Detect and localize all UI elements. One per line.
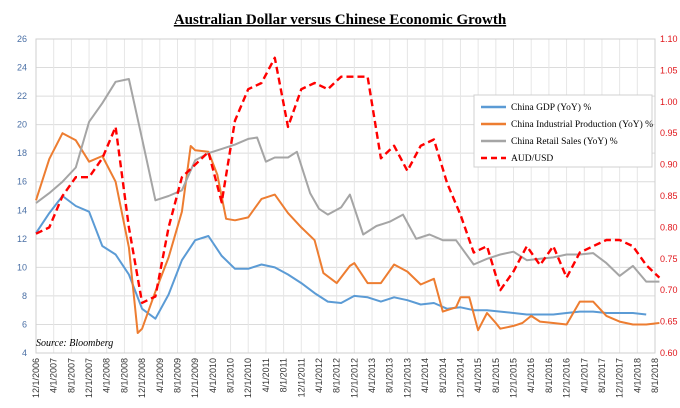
series-lines (35, 56, 661, 334)
x-tick-label: 12/1/2016 (562, 358, 572, 398)
source-note: Source: Bloomberg (36, 338, 113, 349)
x-tick-label: 4/1/2010 (208, 358, 218, 393)
right-tick-label: 0.80 (660, 222, 678, 232)
x-tick-label: 8/1/2015 (491, 358, 501, 393)
left-tick-label: 6 (22, 319, 27, 329)
right-tick-label: 1.10 (660, 34, 678, 44)
left-tick-label: 14 (17, 205, 27, 215)
x-tick-label: 8/1/2011 (279, 358, 289, 392)
right-tick-label: 1.00 (660, 97, 678, 107)
right-tick-label: 0.70 (660, 285, 678, 295)
chart-title: Australian Dollar versus Chinese Economi… (174, 12, 507, 28)
right-tick-label: 0.75 (660, 254, 678, 264)
legend-label-aud: AUD/USD (511, 154, 553, 164)
right-tick-label: 0.60 (660, 348, 678, 358)
x-tick-label: 4/1/2013 (367, 358, 377, 393)
x-tick-label: 12/1/2009 (190, 358, 200, 398)
left-tick-label: 10 (17, 262, 27, 272)
right-tick-label: 0.95 (660, 128, 678, 138)
x-tick-label: 8/1/2008 (119, 358, 129, 393)
series-line-aud-usd (35, 56, 661, 304)
legend-label-ip: China Industrial Production (YoY) % (511, 119, 653, 130)
left-tick-label: 18 (17, 148, 27, 158)
x-tick-label: 4/1/2014 (420, 358, 430, 393)
x-tick-label: 8/1/2012 (332, 358, 342, 393)
left-axis-ticks: 4 6 8 10 12 14 16 18 20 22 24 26 (17, 34, 27, 358)
series-line-china-industrial-production (35, 132, 660, 334)
x-tick-label: 4/1/2008 (102, 358, 112, 393)
x-tick-label: 8/1/2009 (172, 358, 182, 393)
left-tick-label: 22 (17, 91, 27, 101)
x-tick-label: 4/1/2009 (155, 358, 165, 393)
x-tick-label: 8/1/2016 (544, 358, 554, 393)
x-tick-label: 12/1/2007 (84, 358, 94, 398)
x-tick-label: 12/1/2010 (243, 358, 253, 398)
x-tick-label: 12/1/2017 (615, 358, 625, 398)
right-axis-ticks: 0.60 0.65 0.70 0.75 0.80 0.85 0.90 0.95 1.00 1.05… (660, 34, 678, 358)
x-tick-label: 8/1/2017 (597, 358, 607, 393)
left-tick-label: 8 (22, 291, 27, 301)
x-tick-label: 12/1/2006 (31, 358, 41, 398)
x-tick-label: 12/1/2014 (455, 358, 465, 398)
x-tick-label: 8/1/2010 (226, 358, 236, 393)
x-tick-label: 8/1/2018 (650, 358, 660, 393)
x-tick-label: 4/1/2007 (49, 358, 59, 393)
left-tick-label: 16 (17, 177, 27, 187)
right-tick-label: 0.90 (660, 160, 678, 170)
right-tick-label: 1.05 (660, 65, 678, 75)
x-tick-label: 8/1/2013 (385, 358, 395, 393)
left-tick-label: 12 (17, 234, 27, 244)
x-tick-label: 4/1/2018 (632, 358, 642, 393)
x-tick-label: 4/1/2012 (314, 358, 324, 393)
left-tick-label: 4 (22, 348, 27, 358)
x-tick-label: 4/1/2017 (579, 358, 589, 393)
x-tick-label: 12/1/2012 (349, 358, 359, 398)
series-line-china-gdp (35, 195, 647, 320)
x-axis-ticks: 12/1/2006 4/1/2007 8/1/2007 12/1/2007 4/1/20… (31, 358, 660, 398)
legend-label-gdp: China GDP (YoY) % (511, 102, 591, 113)
x-tick-label: 12/1/2011 (296, 358, 306, 397)
legend-label-retail: China Retail Sales (YoY) % (511, 136, 618, 147)
x-tick-label: 12/1/2013 (402, 358, 412, 398)
series-line-china-retail-sales (35, 78, 660, 283)
x-tick-label: 8/1/2014 (438, 358, 448, 393)
x-tick-label: 4/1/2011 (261, 358, 271, 392)
left-tick-label: 20 (17, 120, 27, 130)
legend: China GDP (YoY) % China Industrial Produ… (473, 94, 653, 168)
right-tick-label: 0.65 (660, 317, 678, 327)
plot-area-border (35, 38, 656, 354)
x-tick-label: 4/1/2015 (473, 358, 483, 393)
right-tick-label: 0.85 (660, 191, 678, 201)
left-tick-label: 26 (17, 34, 27, 44)
x-tick-label: 12/1/2008 (137, 358, 147, 398)
left-tick-label: 24 (17, 63, 27, 73)
x-tick-label: 12/1/2015 (509, 358, 519, 398)
x-tick-label: 4/1/2016 (526, 358, 536, 393)
x-tick-label: 8/1/2007 (66, 358, 76, 393)
